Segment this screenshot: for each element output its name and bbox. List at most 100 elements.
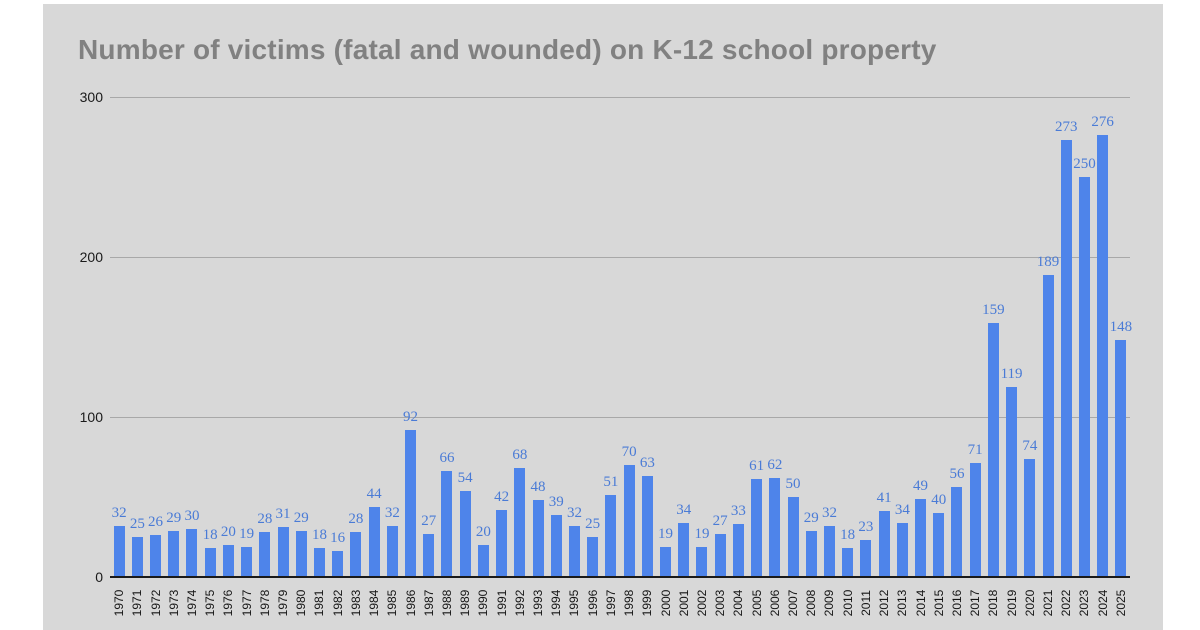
bar bbox=[259, 532, 271, 576]
y-axis-tick-label: 100 bbox=[79, 409, 103, 425]
x-axis-year-label: 2011 bbox=[858, 590, 873, 616]
bar-value-label: 34 bbox=[894, 501, 910, 518]
x-axis-year-label: 1980 bbox=[294, 589, 309, 617]
bar-value-label: 66 bbox=[439, 450, 455, 467]
bar-value-label: 34 bbox=[676, 501, 692, 518]
x-axis-year-label: 1977 bbox=[239, 589, 254, 617]
x-axis-year-label: 1973 bbox=[166, 589, 181, 617]
bar-value-label: 25 bbox=[585, 516, 601, 532]
bar-value-label: 20 bbox=[220, 524, 236, 540]
bar-value-label: 189 bbox=[1036, 253, 1060, 270]
bar bbox=[386, 525, 398, 576]
x-axis-year-label: 2005 bbox=[749, 589, 764, 617]
x-axis-year-label: 1993 bbox=[531, 589, 546, 617]
x-axis-year-label: 1990 bbox=[476, 589, 491, 617]
bar-value-label: 19 bbox=[694, 525, 710, 542]
bar-value-label: 26 bbox=[148, 514, 164, 531]
bar bbox=[113, 525, 125, 576]
x-axis-year-label: 1987 bbox=[421, 589, 436, 617]
bar bbox=[1024, 458, 1036, 576]
bar bbox=[1006, 386, 1018, 576]
x-axis-year-label: 2013 bbox=[895, 589, 910, 617]
bar bbox=[150, 535, 162, 576]
x-axis-year-label: 2024 bbox=[1095, 589, 1110, 617]
bar-value-label: 41 bbox=[876, 490, 892, 507]
bar bbox=[732, 524, 744, 576]
gridline bbox=[110, 97, 1130, 98]
y-axis-tick-label: 300 bbox=[79, 89, 103, 105]
bar bbox=[696, 546, 708, 576]
bar bbox=[769, 477, 781, 576]
bar-value-label: 44 bbox=[366, 485, 382, 502]
bar-value-label: 19 bbox=[658, 525, 674, 542]
x-axis-year-label: 2009 bbox=[822, 589, 837, 617]
bar bbox=[277, 527, 289, 576]
bar bbox=[878, 511, 890, 576]
x-axis-year-label: 1999 bbox=[640, 589, 655, 617]
bar-value-label: 62 bbox=[767, 456, 783, 473]
bar-value-label: 39 bbox=[548, 493, 564, 510]
bar-value-label: 27 bbox=[421, 512, 437, 529]
x-axis-year-label: 2015 bbox=[931, 589, 946, 617]
bar-value-label: 61 bbox=[749, 458, 765, 475]
bar bbox=[313, 548, 325, 576]
bar bbox=[368, 506, 380, 576]
bar bbox=[532, 500, 544, 576]
x-axis-year-label: 1985 bbox=[385, 589, 400, 617]
bar-value-label: 49 bbox=[913, 477, 929, 494]
bar bbox=[1097, 135, 1109, 576]
x-axis-year-label: 1972 bbox=[148, 589, 163, 617]
bar bbox=[441, 471, 453, 576]
x-axis-year-label: 1989 bbox=[458, 589, 473, 617]
bar-value-label: 119 bbox=[1000, 365, 1023, 382]
bar-value-label: 63 bbox=[639, 455, 655, 472]
x-axis-year-label: 1978 bbox=[257, 589, 272, 617]
bar bbox=[714, 533, 726, 576]
x-axis-year-label: 1979 bbox=[276, 589, 291, 617]
bar bbox=[678, 522, 690, 576]
x-axis-year-label: 2016 bbox=[949, 589, 964, 617]
gridline bbox=[110, 257, 1130, 258]
bar-value-label: 68 bbox=[512, 447, 528, 464]
bar bbox=[1060, 140, 1072, 576]
bar-value-label: 40 bbox=[931, 492, 947, 508]
bar bbox=[860, 540, 872, 576]
x-axis-year-label: 1976 bbox=[221, 589, 236, 617]
x-axis-year-label: 2021 bbox=[1041, 589, 1056, 617]
x-axis-year-label: 2008 bbox=[804, 589, 819, 617]
x-axis-year-label: 2025 bbox=[1113, 589, 1128, 617]
bar-value-label: 50 bbox=[785, 476, 801, 492]
x-axis-year-label: 2001 bbox=[676, 589, 691, 617]
bar-value-label: 70 bbox=[621, 444, 637, 460]
bar-value-label: 30 bbox=[184, 508, 200, 524]
x-axis-year-label: 2018 bbox=[986, 589, 1001, 617]
bar-value-label: 148 bbox=[1109, 319, 1133, 336]
x-axis-year-label: 1997 bbox=[603, 589, 618, 617]
bar bbox=[222, 545, 234, 576]
x-axis-year-label: 2020 bbox=[1022, 589, 1037, 617]
x-axis-year-label: 2023 bbox=[1077, 589, 1092, 617]
x-axis-line bbox=[110, 576, 1130, 578]
bar bbox=[842, 548, 854, 576]
x-axis-year-label: 1970 bbox=[112, 589, 127, 617]
y-axis-tick-label: 200 bbox=[79, 249, 103, 265]
x-axis-year-label: 2010 bbox=[840, 589, 855, 617]
bar-value-label: 32 bbox=[111, 504, 127, 521]
x-axis-year-label: 2002 bbox=[694, 589, 709, 617]
bar bbox=[131, 537, 143, 576]
x-axis-year-label: 2006 bbox=[767, 589, 782, 617]
bar-value-label: 25 bbox=[129, 516, 145, 532]
bar bbox=[1078, 177, 1090, 576]
x-axis-year-label: 2019 bbox=[1004, 589, 1019, 617]
x-axis-year-label: 1982 bbox=[330, 589, 345, 617]
x-axis-year-label: 2007 bbox=[786, 589, 801, 617]
bar bbox=[405, 429, 417, 576]
bar bbox=[295, 530, 307, 576]
bar-value-label: 42 bbox=[494, 488, 510, 505]
bar bbox=[605, 495, 617, 576]
bar bbox=[550, 514, 562, 576]
x-axis-year-label: 1975 bbox=[203, 589, 218, 617]
bar-value-label: 18 bbox=[311, 527, 327, 544]
x-axis-year-label: 2004 bbox=[731, 589, 746, 617]
